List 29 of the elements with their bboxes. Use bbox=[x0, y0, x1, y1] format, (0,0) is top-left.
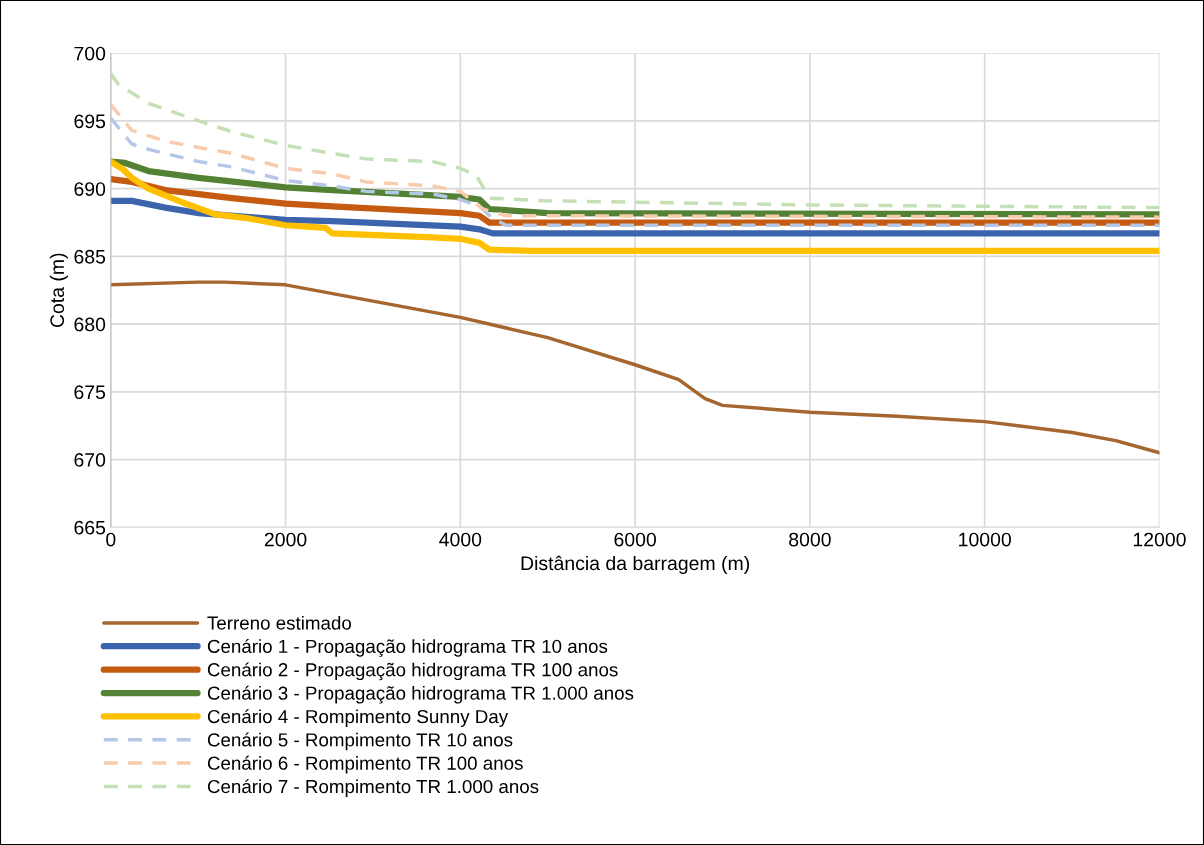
x-tick-label: 2000 bbox=[264, 532, 307, 547]
x-tick-label: 8000 bbox=[789, 532, 831, 547]
y-tick-label: 700 bbox=[74, 46, 106, 61]
line-series bbox=[110, 116, 1160, 227]
legend-label: Cenário 6 - Rompimento TR 100 anos bbox=[207, 755, 523, 774]
line-series bbox=[110, 280, 1160, 455]
x-tick-label: 4000 bbox=[439, 532, 482, 547]
x-tick-label: 6000 bbox=[614, 532, 656, 547]
y-tick-label: 695 bbox=[74, 114, 106, 129]
y-tick-label: 665 bbox=[74, 520, 106, 535]
x-tick-label: 12000 bbox=[1133, 532, 1186, 547]
y-tick-label: 685 bbox=[74, 249, 106, 264]
y-axis-title: Cota (m) bbox=[49, 253, 68, 328]
y-tick-label: 675 bbox=[74, 385, 106, 400]
y-tick-label: 680 bbox=[74, 317, 106, 332]
legend-label: Cenário 3 - Propagação hidrograma TR 1.000 anos bbox=[207, 685, 634, 704]
line-series bbox=[110, 71, 1160, 210]
legend-label: Cenário 7 - Rompimento TR 1.000 anos bbox=[207, 779, 539, 797]
y-tick-label: 670 bbox=[74, 453, 106, 467]
legend-label: Cenário 5 - Rompimento TR 10 anos bbox=[207, 732, 513, 751]
y-tick-label: 690 bbox=[74, 182, 106, 196]
x-tick-label: 10000 bbox=[959, 532, 1011, 547]
legend-label: Terreno estimado bbox=[207, 615, 352, 630]
legend-label: Cenário 2 - Propagação hidrograma TR 100 anos bbox=[207, 662, 618, 681]
x-axis-title: Distância da barragem (m) bbox=[521, 555, 749, 575]
legend-label: Cenário 4 - Rompimento Sunny Day bbox=[207, 709, 509, 727]
line-series bbox=[110, 102, 1160, 219]
x-tick-label: 0 bbox=[106, 532, 116, 547]
legend-label: Cenário 1 - Propagação hidrograma TR 10 anos bbox=[207, 639, 608, 657]
